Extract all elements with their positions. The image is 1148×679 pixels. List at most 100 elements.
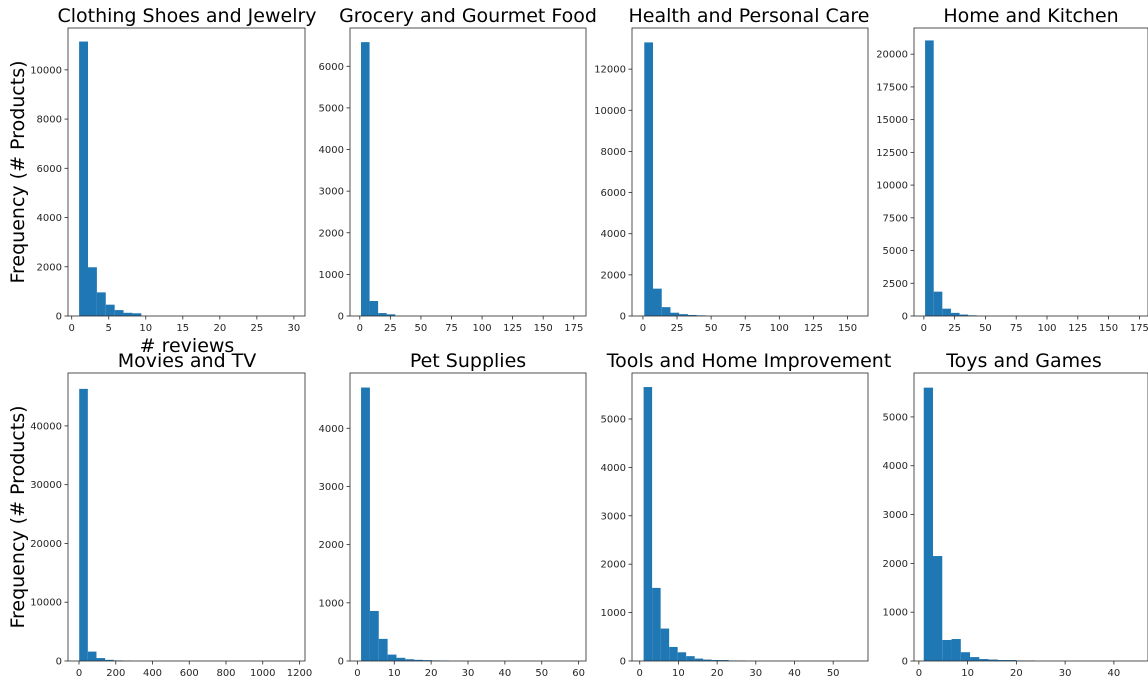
y-tick-label: 7500 [883,213,908,224]
x-tick-label: 800 [216,668,235,679]
histogram-bar [951,639,961,661]
y-tick-label: 8000 [37,115,62,126]
x-tick-label: 25 [384,323,397,334]
axes-frame [349,27,587,317]
y-tick-label: 17500 [876,82,908,93]
histogram-panel: 0 10 20 30 40 50 60 0 1000 2000 3000 4000 Pet Suppli… [319,350,587,679]
axes-frame [913,27,1148,317]
histogram-bar [369,301,379,316]
histogram-panel: 0 25 50 75 100 125 150 175 0 2500 5000 7500 10000 125… [876,5,1148,334]
y-axis-label-row-2: Frequency (# Products) [7,405,29,628]
y-tick-label: 2500 [883,279,908,290]
x-tick-label: 40 [499,668,512,679]
histogram-bar [361,42,370,316]
histogram-bar [369,610,379,661]
histogram-bar [923,387,934,661]
x-tick-label: 20 [1010,668,1023,679]
histogram-bar [96,292,106,316]
histogram-bar [87,267,97,316]
panel-title: Health and Personal Care [628,5,869,27]
y-tick-label: 30000 [30,480,62,491]
histogram-bar [703,659,712,661]
histogram-bar [720,660,729,661]
x-tick-label: 0 [640,323,646,334]
y-tick-label: 4000 [37,213,62,224]
axes-frame [67,372,306,662]
histogram-bar [933,291,943,316]
y-tick-label: 5000 [319,103,344,114]
x-tick-label: 30 [288,323,301,334]
panel-title: Movies and TV [118,350,257,372]
x-tick-label: 20 [711,668,724,679]
y-tick-label: 6000 [37,164,62,175]
histogram-bar [694,658,704,661]
axes-frame [913,372,1148,662]
x-tick-label: 0 [76,668,82,679]
x-tick-label: 100 [473,323,492,334]
x-tick-label: 175 [1130,323,1148,334]
x-tick-label: 125 [1068,323,1087,334]
x-tick-label: 25 [948,323,961,334]
y-tick-label: 4000 [601,463,626,474]
y-tick-label: 1000 [319,598,344,609]
histogram-panel: 0 10 20 30 40 50 0 1000 2000 3000 4000 5000 Tools an… [601,350,892,679]
x-tick-label: 20 [425,668,438,679]
histogram-panel: 0 25 50 75 100 125 150 175 0 1000 2000 3000 4000 5000… [319,5,597,334]
histogram-bar [79,41,88,317]
x-tick-label: 10 [139,323,152,334]
y-tick-label: 3000 [883,510,908,521]
y-tick-label: 10000 [30,598,62,609]
y-tick-label: 12000 [594,65,626,76]
histogram-bar [679,314,688,316]
y-tick-label: 10000 [30,65,62,76]
histogram-bar [378,313,387,316]
x-tick-label: 0 [916,668,922,679]
y-tick-label: 4000 [601,229,626,240]
x-tick-label: 10 [961,668,974,679]
histogram-bar [950,312,960,316]
histogram-bar [644,42,654,317]
histogram-bar [105,659,114,661]
histogram-bar [405,659,415,661]
histogram-bar [669,646,678,661]
x-tick-label: 0 [921,323,927,334]
x-tick-label: 25 [671,323,684,334]
x-tick-label: 40 [788,668,801,679]
histogram-bar [386,314,396,316]
y-tick-label: 1000 [601,608,626,619]
y-tick-label: 20000 [876,50,908,61]
y-tick-label: 10000 [876,181,908,192]
histogram-bar [959,314,969,316]
histogram-bar [105,304,115,316]
y-tick-label: 0 [338,657,344,668]
y-tick-label: 4000 [319,424,344,435]
panel-title: Clothing Shoes and Jewelry [57,5,316,27]
histogram-panel: 0 5 10 15 20 25 30 0 2000 4000 6000 8000 10000 Clothi… [30,5,316,334]
histogram-bar [988,659,998,661]
histogram-bar [661,307,671,316]
y-tick-label: 0 [56,657,62,668]
histogram-bar [677,652,687,661]
histogram-panel: 0 200 400 600 800 1000 1200 0 10000 20000 30000 400… [30,350,312,679]
y-axis-label-row-1: Frequency (# Products) [7,60,29,283]
panels-container: 0 5 10 15 20 25 300200040006000800010000Clothi… [30,5,1148,679]
y-tick-label: 40000 [30,421,62,432]
y-tick-label: 2000 [319,228,344,239]
x-axis-label-panel-1: # reviews [140,335,235,357]
x-tick-label: 0 [354,668,360,679]
x-tick-label: 50 [535,668,548,679]
y-tick-label: 5000 [883,246,908,257]
x-tick-label: 1000 [250,668,275,679]
y-tick-label: 0 [56,312,62,323]
histogram-bar [96,658,106,661]
y-tick-label: 20000 [30,539,62,550]
x-tick-label: 25 [250,323,263,334]
axes-frame [67,27,306,317]
panel-title: Home and Kitchen [943,5,1118,27]
histogram-bar [925,40,934,316]
histogram-bar [423,660,432,661]
x-tick-label: 15 [176,323,189,334]
y-tick-label: 3000 [319,187,344,198]
x-tick-label: 60 [572,668,585,679]
histogram-bar [414,659,424,661]
